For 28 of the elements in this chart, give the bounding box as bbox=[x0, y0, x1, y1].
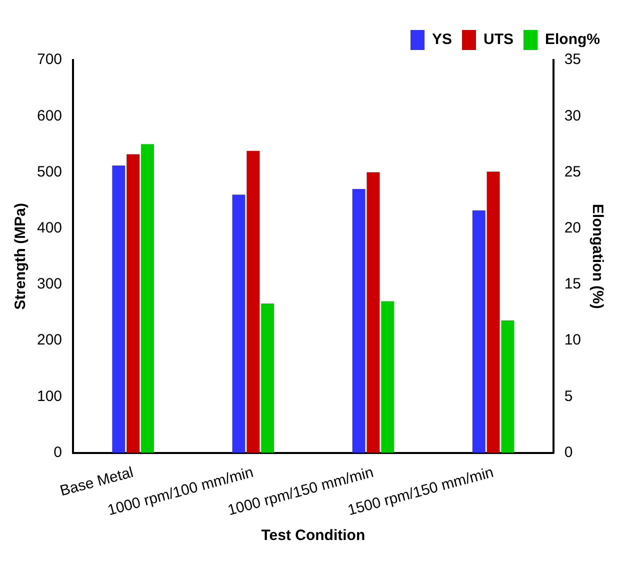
bar bbox=[232, 194, 246, 453]
y-tick-label: 300 bbox=[36, 276, 62, 293]
y2-tick-label: 15 bbox=[564, 276, 582, 293]
bar bbox=[112, 165, 126, 453]
y-tick-label: 400 bbox=[36, 219, 62, 236]
y-tick-label: 500 bbox=[36, 163, 62, 180]
bar bbox=[246, 150, 260, 453]
y-tick-label: 600 bbox=[36, 107, 62, 124]
y-axis-title: Strength (MPa) bbox=[12, 203, 30, 310]
y-tick-label: 200 bbox=[36, 332, 62, 349]
y-tick-label: 0 bbox=[54, 444, 62, 461]
legend-label: YS bbox=[432, 31, 452, 48]
bar bbox=[352, 189, 366, 453]
x-axis-title: Test Condition bbox=[261, 527, 366, 544]
y2-tick-label: 5 bbox=[564, 388, 573, 405]
y-tick-label: 100 bbox=[36, 388, 62, 405]
y2-tick-label: 35 bbox=[564, 51, 582, 68]
y2-axis-title: Elongation (%) bbox=[588, 204, 606, 309]
y2-tick-label: 25 bbox=[564, 163, 582, 180]
bar bbox=[472, 210, 486, 453]
y2-tick-label: 10 bbox=[564, 332, 582, 349]
bar bbox=[486, 172, 500, 453]
legend-label: Elong% bbox=[545, 31, 600, 48]
legend-label: UTS bbox=[484, 31, 514, 48]
y-tick-label: 700 bbox=[36, 51, 62, 68]
y2-tick-label: 20 bbox=[564, 219, 582, 236]
y2-tick-label: 0 bbox=[564, 444, 573, 461]
y2-tick-label: 30 bbox=[564, 107, 582, 124]
